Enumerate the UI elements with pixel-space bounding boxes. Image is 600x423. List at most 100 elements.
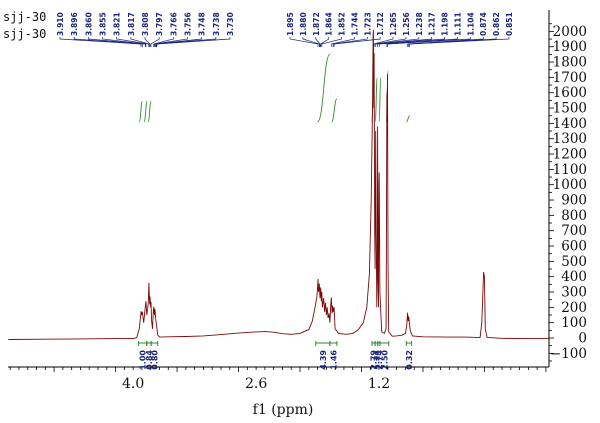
integral-4: 4.39 (315, 341, 331, 370)
sample-label-2: sjj-30 (3, 27, 46, 41)
peak-connector (332, 37, 368, 47)
peak-label: 3.738 (212, 12, 221, 36)
integral-value: 4.39 (319, 350, 328, 370)
peak-connector (377, 37, 433, 47)
peak-label: 3.766 (169, 12, 178, 36)
y-tick-label: 500 (561, 254, 587, 270)
peak-label: 1.744 (350, 12, 359, 36)
peak-label: 3.821 (113, 12, 122, 36)
peak-connector (407, 37, 484, 47)
peak-connector (154, 37, 188, 47)
y-tick-label: 700 (561, 223, 587, 239)
peak-label-group-1: 3.910 3.896 3.860 3.855 3.821 3.817 3.808 3.797… (56, 12, 235, 47)
y-tick-label: 800 (561, 208, 587, 224)
peak-label: 3.860 (84, 12, 93, 36)
integral-value: 2.79 (370, 350, 379, 370)
peak-connector (59, 37, 142, 47)
y-axis: −100010020030040050060070080090010001100… (548, 10, 587, 367)
peak-connector (333, 37, 381, 47)
peak-connector (73, 37, 143, 47)
y-tick-label: 0 (578, 331, 587, 347)
peak-connector (153, 37, 174, 47)
y-tick-label: 100 (561, 315, 587, 331)
peak-connector (378, 37, 445, 47)
peak-connector (409, 37, 510, 47)
peak-label: 3.910 (56, 12, 65, 36)
peak-label: 1.872 (312, 12, 321, 36)
integral-curve-8 (378, 76, 382, 123)
peak-connector (373, 37, 407, 47)
integral-curves (138, 53, 410, 123)
peak-label: 1.852 (338, 12, 347, 36)
peak-label: 0.851 (505, 12, 514, 36)
y-tick-label: 1200 (553, 147, 587, 163)
integral-value: 1.24 (372, 350, 381, 370)
integral-value: 2.50 (380, 350, 389, 370)
y-tick-label: 1900 (553, 39, 587, 55)
peak-connector (302, 37, 320, 47)
peak-connector (116, 37, 150, 47)
integral-curve-7 (374, 76, 378, 123)
peak-connector (87, 37, 146, 47)
y-tick-label: 200 (561, 300, 587, 316)
peak-label: 1.217 (428, 12, 437, 36)
peak-label-group-2: 1.895 1.880 1.872 1.864 1.852 1.744 1.723 1.712… (286, 12, 514, 47)
y-tick-label: 1300 (553, 131, 587, 147)
integral-value: 2.74 (375, 350, 384, 370)
peak-label: 0.874 (479, 12, 488, 36)
y-tick-label: 1400 (553, 116, 587, 132)
y-tick-label: 1800 (553, 55, 587, 71)
y-tick-label: 400 (561, 269, 587, 285)
integral-curve-2 (143, 100, 148, 123)
integral-value: 0.32 (405, 350, 414, 370)
integral-10: 0.32 (405, 341, 414, 370)
peak-label: 1.864 (325, 12, 334, 36)
y-tick-label: −100 (550, 346, 587, 362)
peak-label: 1.265 (389, 12, 398, 36)
peak-label: 0.862 (492, 12, 501, 36)
peak-connector (387, 37, 471, 47)
peak-connector (315, 37, 321, 47)
peak-label: 1.104 (466, 12, 475, 36)
peak-connector (321, 37, 342, 47)
x-axis: 4.0 2.6 1.2 (8, 366, 549, 392)
peak-label: 3.756 (184, 12, 193, 36)
peak-label: 1.723 (363, 12, 372, 36)
peak-connector (320, 37, 329, 47)
integral-value: 1.00 (139, 350, 148, 370)
peak-label: 3.896 (70, 12, 79, 36)
y-tick-label: 1000 (553, 177, 587, 193)
integral-3: 0.80 (150, 341, 159, 370)
peak-label: 1.256 (402, 12, 411, 36)
integral-labels: 1.000.840.80 4.39 1.46 2.791.242.742.50 0.32 (137, 341, 414, 370)
integral-value: 0.80 (150, 350, 159, 370)
y-tick-label: 1500 (553, 101, 587, 117)
peak-label: 1.198 (441, 12, 450, 36)
y-tick-label: 600 (561, 239, 587, 255)
peak-connector (102, 37, 147, 47)
y-tick-label: 1100 (553, 162, 587, 178)
peak-connector (155, 37, 217, 47)
integral-5: 1.46 (329, 341, 338, 370)
peak-connector (375, 37, 420, 47)
peak-connector (156, 37, 231, 47)
peak-label: 1.238 (415, 12, 424, 36)
x-axis-label: f1 (ppm) (253, 402, 314, 418)
integral-value: 1.46 (329, 350, 338, 370)
spectrum-line (8, 29, 549, 340)
integral-curve-3 (147, 100, 152, 123)
sample-labels: sjj-30 sjj-30 (3, 10, 46, 41)
peak-connector (386, 37, 458, 47)
peak-label: 3.817 (127, 12, 136, 36)
y-tick-label: 300 (561, 285, 587, 301)
peak-label: 1.111 (453, 12, 462, 36)
x-tick-label: 4.0 (122, 376, 144, 392)
integral-curve-4 (317, 53, 331, 123)
peak-connector (150, 37, 160, 47)
peak-label: 1.880 (299, 12, 308, 36)
peak-connector (144, 37, 151, 47)
peak-connector (330, 37, 355, 47)
spectrum-series-1 (8, 29, 549, 340)
integral-curve-10 (406, 115, 410, 123)
